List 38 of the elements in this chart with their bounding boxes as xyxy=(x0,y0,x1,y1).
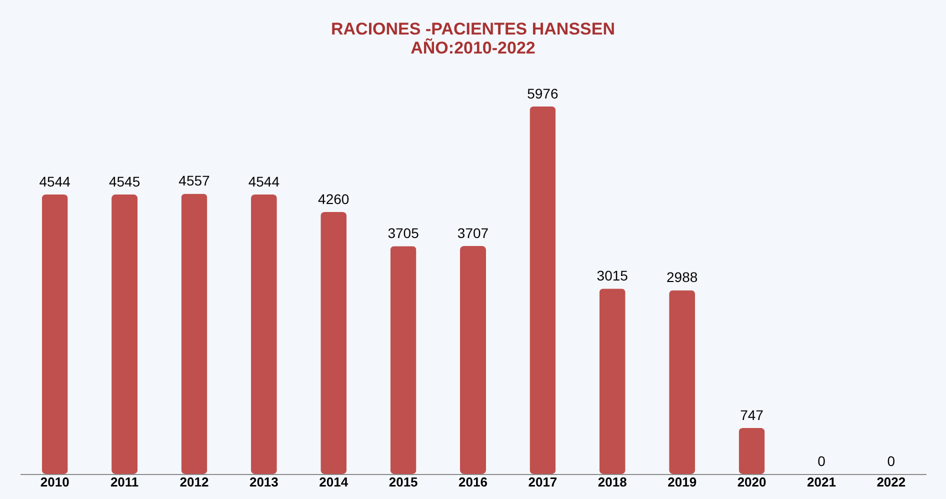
x-tick-label: 2016 xyxy=(458,474,488,490)
bar xyxy=(42,194,68,474)
chart-title: RACIONES -PACIENTES HANSSEN AÑO:2010-2022 xyxy=(331,19,615,58)
data-label: 0 xyxy=(887,453,896,469)
bar xyxy=(460,246,486,474)
bar xyxy=(390,246,416,474)
bar xyxy=(738,428,765,474)
data-label: 2988 xyxy=(666,269,698,286)
x-tick-label: 2015 xyxy=(388,474,418,490)
x-tick-label: 2013 xyxy=(249,474,278,490)
bar xyxy=(320,212,347,474)
data-label: 4544 xyxy=(39,174,71,190)
x-tick-label: 2010 xyxy=(40,474,70,490)
data-label: 0 xyxy=(818,453,826,469)
x-tick-label: 2022 xyxy=(876,474,906,490)
x-tick-label: 2017 xyxy=(528,474,558,490)
x-tick-label: 2018 xyxy=(598,474,627,490)
x-tick-label: 2014 xyxy=(319,474,349,490)
bar xyxy=(669,290,696,474)
x-tick-label: 2020 xyxy=(737,474,766,490)
data-label: 5976 xyxy=(527,85,558,102)
bar xyxy=(181,194,208,474)
data-label: 3015 xyxy=(596,268,628,284)
bar xyxy=(250,194,277,474)
data-label: 4544 xyxy=(248,174,280,190)
bar xyxy=(112,194,138,474)
x-tick-label: 2021 xyxy=(807,474,836,490)
data-label: 3705 xyxy=(388,225,420,242)
x-tick-label: 2012 xyxy=(180,474,209,490)
data-label: 747 xyxy=(740,407,764,424)
data-label: 4557 xyxy=(178,172,210,189)
bar xyxy=(599,288,626,474)
data-label: 4545 xyxy=(108,173,140,190)
bar xyxy=(530,106,556,474)
x-tick-label: 2019 xyxy=(668,474,697,490)
data-label: 3707 xyxy=(457,225,489,242)
x-tick-label: 2011 xyxy=(110,474,139,490)
data-label: 4260 xyxy=(318,191,350,208)
